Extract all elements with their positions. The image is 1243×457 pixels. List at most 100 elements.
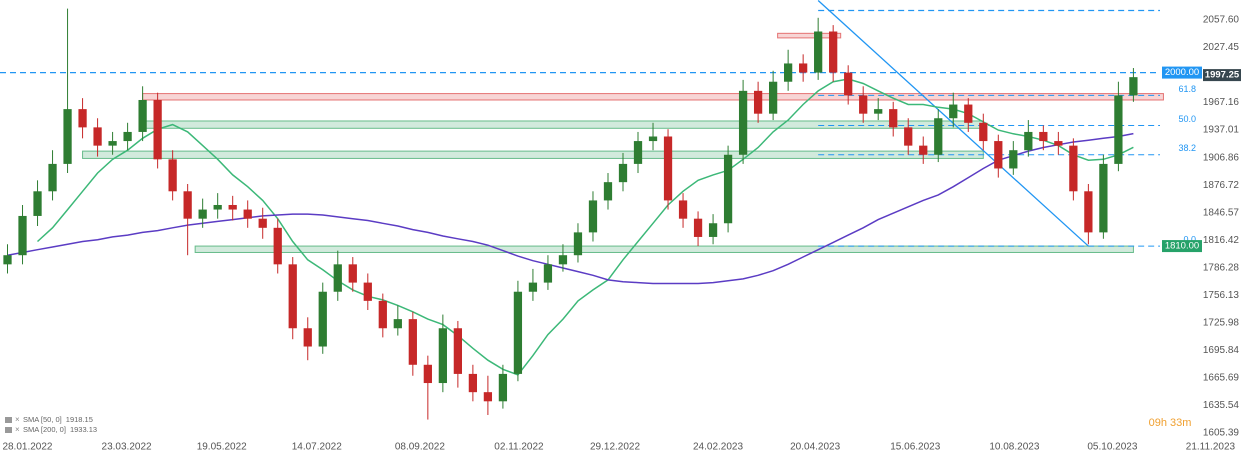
legend-label: SMA [200, 0] bbox=[23, 425, 66, 434]
candle-body bbox=[1054, 141, 1063, 146]
candle-body bbox=[228, 204, 237, 210]
candle-body bbox=[423, 364, 432, 384]
x-tick-label: 29.12.2022 bbox=[590, 442, 640, 453]
x-tick-label: 05.10.2023 bbox=[1087, 442, 1137, 453]
x-tick-label: 14.07.2022 bbox=[292, 442, 342, 453]
candle-body bbox=[513, 291, 523, 374]
candle-body bbox=[108, 141, 117, 146]
candle-body bbox=[1069, 145, 1078, 192]
candle-body bbox=[859, 95, 868, 114]
y-tick-label: 1906.86 bbox=[1203, 152, 1240, 163]
candle-body bbox=[78, 109, 87, 128]
x-tick-label: 15.06.2023 bbox=[890, 442, 940, 453]
candle-body bbox=[1039, 131, 1048, 142]
candle-body bbox=[663, 136, 673, 201]
zone bbox=[142, 93, 1164, 101]
y-tick-label: 1665.69 bbox=[1203, 372, 1240, 383]
legend-value: 1933.13 bbox=[70, 425, 97, 434]
candle-body bbox=[588, 200, 598, 233]
fib-label: 38.2 bbox=[1178, 143, 1196, 153]
candle-body bbox=[93, 127, 102, 146]
candle-body bbox=[889, 109, 898, 128]
candle-body bbox=[348, 264, 357, 283]
candle-body bbox=[168, 159, 177, 192]
zone bbox=[142, 120, 984, 129]
candle-body bbox=[844, 72, 853, 96]
y-tick-label: 1937.01 bbox=[1203, 125, 1240, 136]
candle-body bbox=[814, 31, 823, 73]
candle-body bbox=[1114, 95, 1123, 164]
candle-body bbox=[498, 373, 508, 402]
candle-body bbox=[1099, 163, 1108, 233]
candle-body bbox=[994, 141, 1003, 169]
candle-body bbox=[784, 63, 793, 82]
candle-body bbox=[738, 90, 748, 155]
candle-body bbox=[378, 300, 387, 329]
candle-body bbox=[198, 209, 207, 219]
candle-body bbox=[618, 163, 628, 183]
candle-body bbox=[874, 109, 883, 114]
y-tick-label: 2057.60 bbox=[1203, 15, 1240, 26]
candle-body bbox=[438, 328, 447, 384]
zone bbox=[194, 245, 1134, 253]
candle-body bbox=[303, 328, 312, 347]
candle-body bbox=[243, 209, 252, 219]
x-tick-label: 28.01.2022 bbox=[2, 442, 52, 453]
candle-body bbox=[123, 131, 132, 142]
candle-body bbox=[48, 163, 57, 192]
sma-line bbox=[7, 132, 1134, 285]
candle-body bbox=[1024, 131, 1033, 151]
candle-body bbox=[934, 118, 943, 155]
candle-body bbox=[408, 319, 417, 365]
candle-body bbox=[363, 282, 372, 301]
x-tick-label: 20.04.2023 bbox=[790, 442, 840, 453]
y-tick-label: 1876.72 bbox=[1203, 180, 1240, 191]
y-tick-label: 1756.13 bbox=[1203, 290, 1240, 301]
x-tick-label: 10.08.2023 bbox=[989, 442, 1039, 453]
candle-body bbox=[603, 182, 613, 201]
candle-body bbox=[964, 104, 973, 123]
legend-x: × bbox=[15, 425, 20, 434]
y-tick-label: 1635.54 bbox=[1203, 400, 1240, 411]
y-tick-label: 1725.98 bbox=[1203, 317, 1240, 328]
candle-body bbox=[799, 63, 808, 73]
candle-body bbox=[753, 90, 763, 114]
legend-icon bbox=[5, 427, 12, 433]
candle-body bbox=[453, 328, 462, 374]
candle-body bbox=[1084, 191, 1093, 233]
candle-body bbox=[318, 291, 327, 347]
legend-x: × bbox=[15, 415, 20, 424]
legend-icon bbox=[5, 417, 12, 423]
y-tick-label: 1846.57 bbox=[1203, 207, 1240, 218]
candle-body bbox=[949, 104, 958, 119]
fib-label: 0.0 bbox=[1183, 234, 1196, 244]
last-price: 1997.25 bbox=[1205, 70, 1240, 81]
y-tick-label: 1605.39 bbox=[1203, 428, 1240, 439]
candle-body bbox=[1009, 150, 1018, 169]
price-label-box bbox=[1162, 240, 1202, 253]
candle-body bbox=[633, 141, 643, 164]
last-price-box bbox=[1203, 69, 1241, 82]
candle-body bbox=[558, 255, 568, 265]
x-tick-label: 08.09.2022 bbox=[395, 442, 445, 453]
fib-label: 50.0 bbox=[1178, 114, 1196, 124]
candle-body bbox=[183, 191, 192, 219]
candle-body bbox=[333, 264, 342, 292]
x-tick-label: 24.02.2023 bbox=[693, 442, 743, 453]
candle-body bbox=[528, 282, 538, 292]
fib-label: 61.8 bbox=[1178, 84, 1196, 94]
price-label: 2000.00 bbox=[1165, 67, 1199, 78]
candle-body bbox=[33, 191, 42, 216]
candle-body bbox=[648, 136, 658, 142]
candle-body bbox=[768, 81, 778, 114]
y-tick-label: 1695.84 bbox=[1203, 345, 1240, 356]
candle-body bbox=[18, 215, 27, 256]
candle-body bbox=[3, 255, 12, 265]
x-tick-label: 19.05.2022 bbox=[197, 442, 247, 453]
candle-body bbox=[213, 204, 222, 210]
price-label-box bbox=[1162, 66, 1202, 79]
y-tick-label: 2027.45 bbox=[1203, 42, 1240, 53]
y-tick-label: 1816.42 bbox=[1203, 235, 1240, 246]
candle-body bbox=[829, 31, 838, 73]
